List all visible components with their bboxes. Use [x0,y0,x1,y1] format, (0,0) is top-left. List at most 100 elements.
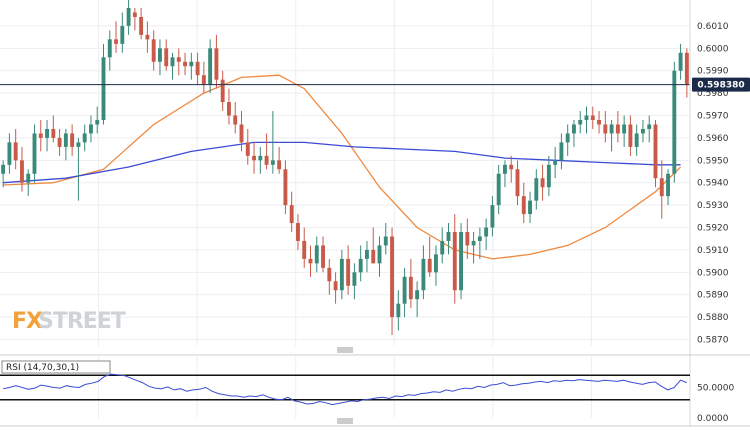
candle [145,21,150,53]
rsi-indicator-label: RSI (14,70,30,1) [6,363,79,373]
candle [540,164,545,201]
rsi-tick-label: 0.0000 [697,414,729,424]
candle [402,267,407,318]
candle-body [264,155,269,165]
candle-body [314,245,319,264]
candle [176,48,181,76]
candle [446,223,451,255]
candle [308,245,313,277]
pane-resize-handle-1[interactable] [337,347,353,353]
y-tick-label: 0.5990 [697,67,729,77]
candle-body [132,12,137,17]
candle [672,61,677,183]
candle [622,115,627,147]
candle-body [647,124,652,129]
candle [553,146,558,179]
candle-body [126,8,131,26]
candle [13,128,18,170]
candle [647,115,652,143]
candle [597,111,601,134]
candle [477,227,482,259]
candle-body [277,160,282,170]
candle-body [321,245,325,268]
candle-body [51,128,56,138]
candle-body [452,232,457,291]
candle [578,111,583,134]
candle [189,52,194,80]
candle-body [145,34,150,40]
candle [220,70,225,112]
y-tick-label: 0.5870 [697,336,729,346]
candlestick-series [1,0,689,336]
candle-body [82,133,87,143]
candle-body [578,120,583,125]
candle [471,232,476,264]
candle-body [20,160,24,183]
candle-body [176,57,181,62]
candle [158,39,162,76]
candle [408,258,413,309]
candle-body [1,164,6,174]
candle-body [597,120,601,125]
candle [7,133,12,174]
candle-body [371,249,376,264]
moving-average-slow [3,141,681,184]
candle [333,272,338,304]
candle-body [415,290,420,300]
candle [496,164,501,215]
candle-body [296,223,300,241]
candle-body [151,39,156,62]
rsi-line [3,373,687,406]
candle-body [63,133,68,147]
price-axis: 0.6010 0.6000 0.5990 0.5980 0.5970 0.5960 0.59… [689,0,729,426]
candle-body [139,16,144,35]
candle [233,102,238,134]
y-tick-label: 0.5950 [697,156,729,166]
candle-body [459,232,463,291]
candle-body [490,205,495,228]
candle-body [220,79,225,103]
logo-fx-text: FX [12,309,43,334]
candle [95,106,100,134]
candle [572,120,576,147]
candle [634,124,639,156]
candle-body [302,240,307,259]
candle [327,258,332,295]
y-tick-label: 0.5930 [697,201,729,211]
candle-body [672,70,677,174]
candle [609,120,614,152]
candle-body [258,155,263,161]
candle [434,245,438,286]
candle-body [195,61,200,76]
candle [214,34,219,89]
candle-body [653,124,658,179]
candle-body [572,124,576,134]
candle-body [32,133,37,174]
candle [377,236,382,277]
candle-body [546,164,551,188]
candle [352,263,357,300]
candle-body [590,115,595,120]
candle-body [402,276,407,304]
candle-body [233,115,238,125]
candle-body [120,25,125,44]
candle [264,133,269,170]
candle-body [521,196,526,215]
candle-body [346,258,351,286]
candle-body [101,57,106,120]
candle-body [208,48,213,85]
candle [440,227,445,264]
candle [270,111,275,174]
candle-body [283,169,288,206]
candle-body [13,142,18,161]
candle [415,281,420,318]
candle-body [603,124,608,134]
pane-resize-handle-2[interactable] [337,418,353,424]
rsi-axis: 50.0000 0.0000 [697,384,734,425]
candle [503,160,507,188]
candle [107,30,112,71]
candle [603,111,608,143]
candle-body [327,267,332,282]
